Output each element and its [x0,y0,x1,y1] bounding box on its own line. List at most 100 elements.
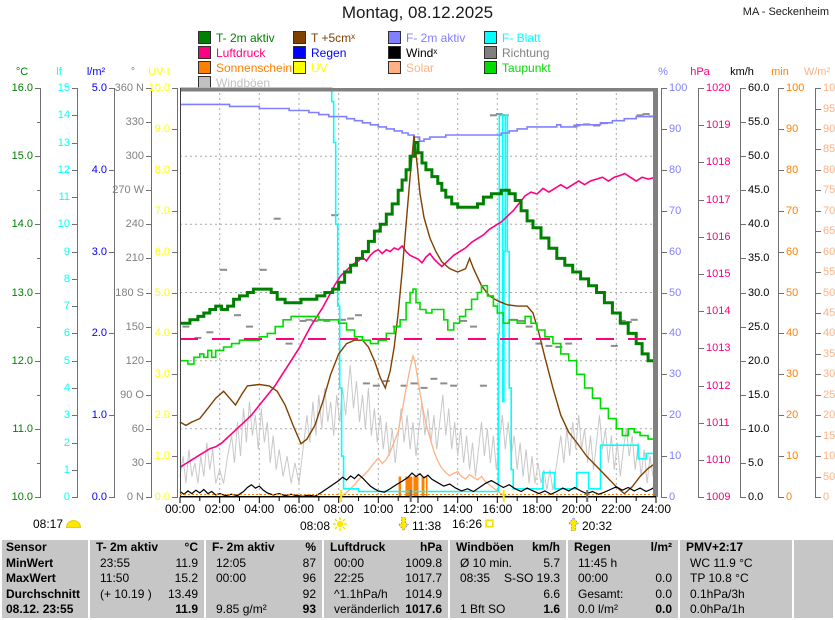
legend-item-sonnenschein: Sonnenschein [198,61,292,75]
axis-tick-label: 3 [63,409,70,422]
table-cell-info: ^1.1hPa/h [334,586,388,601]
axis-tick [72,442,77,444]
axis-tick [146,462,151,464]
axis-tick [699,88,704,89]
table-cell-value: 1009.8 [405,555,442,570]
richtung-mark [285,342,293,345]
table-col-regen: Regen l/m² 11:45 h 00:00 0.0 Gesamt: 0.0 0.0 l/… [568,540,678,618]
chart-canvas [179,87,658,503]
axis-tick-label: 100 [786,82,805,94]
legend-label: Windˣ [406,45,438,60]
axis-tick [72,224,77,226]
table-col-f-2m-aktiv: F- 2m aktiv% 12:05 87 00:00 96 92 9.85 g/m² 93 [206,540,322,618]
table-row: Ø 10 min. 5.7 [450,556,566,572]
luftdruck-swatch-icon [198,46,211,59]
axis-tick [816,394,821,396]
axis-tick [662,497,667,498]
axis-tick-label: 80 [786,163,799,176]
axis-tick-label: 150 [125,320,144,333]
axis-minor-tick [37,258,40,260]
axis-tick [662,333,667,335]
table-cell-info: 22:25 [334,571,365,586]
axis-tick-label: 400 [823,327,835,340]
table-row-label: MinWert [6,555,54,570]
stats-table: Sensor MinWert MaxWert Durchschnitt 08.12. 2… [0,540,835,618]
axis-tick [779,415,784,417]
sunshine-bar [405,476,413,497]
marker-time: 11:38 [412,518,442,533]
legend-item-t5cm: T +5cmˣ [293,31,355,45]
axis-header-lf: lf [56,66,62,78]
axis-tick-label: 4.0 [154,327,170,340]
axis-tick-label: 16.0 [11,82,33,94]
richtung-mark [430,377,438,380]
axis-tick [816,476,821,478]
richtung-mark [362,382,370,385]
axis-tick [662,88,667,89]
axis-tick-label: 10 [57,218,70,231]
table-cell-value: 11.9 [175,555,198,570]
table-col-name: Windböen [456,540,514,554]
table-cell-value: 1014.9 [405,586,442,601]
richtung-mark [450,384,458,387]
table-row: 92 [206,587,322,603]
richtung-mark [535,342,543,345]
axis-tick-label: 300 [125,150,144,163]
legend-label: F- 2m aktiv [406,30,466,45]
axis-tick-label: 50 [786,286,799,299]
axis-tick [816,108,821,110]
axis-tick-label: 800 [823,163,835,176]
axis-tick-label: 1000 [823,82,835,94]
axis-tick [35,224,40,226]
table-col-name: Regen [574,540,611,554]
axis-tick-label: 12 [57,163,70,176]
table-cell-value: 5.7 [543,555,560,570]
axis-tick [816,435,821,437]
legend-label: Taupunkt [502,60,551,75]
taupunkt-swatch-icon [484,61,497,74]
axis-line-hpa [698,88,699,498]
axis-tick-label: 20.0 [748,354,770,367]
axis-tick-label: 15.0 [11,150,33,163]
axis-line-uvi [177,88,178,498]
axis-tick [741,326,746,328]
axis-tick-label: 5.0 [91,82,107,94]
axis-tick-label: 12.0 [11,354,33,367]
legend-item-wind: Windˣ [388,45,438,60]
axis-tick-label: 0.0 [748,491,764,503]
axis-line-hum [661,88,662,498]
axis-tick [172,292,177,294]
axis-header-uvi: UV-I [148,66,170,78]
x-axis-label: 16:00 [482,502,513,516]
table-col-unit: hPa [419,540,442,554]
richtung-mark [460,319,468,322]
axis-tick-label: 14.0 [11,218,33,231]
axis-tick-label: 1013 [706,342,731,355]
axis-tick-label: 10 [786,450,799,463]
table-cell-value: 96 [302,571,316,586]
axis-tick-label: 0 [823,491,830,503]
axis-tick [699,348,704,350]
axis-tick [172,415,177,417]
table-cell-value: S-SO 19.3 [503,571,560,586]
sunshine-bar [413,476,419,497]
axis-tick-label: 70 [669,204,682,217]
richtung-mark [495,113,503,116]
richtung-mark [259,268,267,271]
legend-item-fblatt: F- Blatt [484,31,541,45]
axis-tick [779,374,784,376]
axis-tick-label: 30 [669,368,682,381]
x-axis-label: 18:00 [521,502,553,516]
axis-tick-label: 8.0 [154,163,170,176]
axis-tick-label: 55.0 [748,116,770,129]
axis-tick-label: 550 [823,266,835,279]
axis-tick [816,374,821,376]
axis-tick-label: 330 [125,116,144,129]
richtung-swatch-icon [484,46,497,59]
table-cell-info: 0.0hPa/1h [690,602,745,617]
axis-header-kmh: km/h [730,66,754,78]
axis-tick-label: 1.0 [154,450,170,463]
axis-tick [146,258,151,260]
axis-minor-tick [37,326,40,328]
axis-tick-label: 15 [57,82,70,94]
